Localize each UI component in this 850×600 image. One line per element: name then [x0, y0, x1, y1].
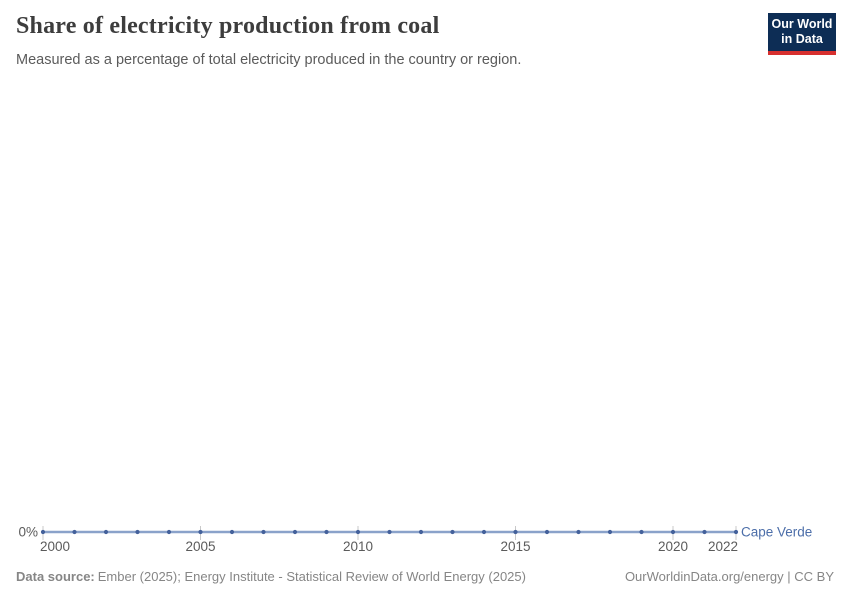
- data-source-text: Ember (2025); Energy Institute - Statist…: [97, 569, 526, 584]
- data-point: [72, 529, 77, 535]
- data-point: [733, 529, 739, 535]
- data-point: [103, 529, 109, 535]
- data-source: Data source: Ember (2025); Energy Institu…: [16, 569, 526, 585]
- x-tick-label: 2000: [40, 539, 70, 554]
- x-tick-label: 2010: [343, 539, 373, 554]
- data-point: [40, 529, 46, 535]
- data-point: [670, 529, 676, 535]
- data-point: [355, 529, 361, 535]
- data-point: [166, 529, 172, 535]
- x-tick-label: 2020: [658, 539, 688, 554]
- data-point: [702, 529, 707, 535]
- data-point: [135, 529, 140, 535]
- x-tick-label: 2022: [708, 539, 738, 554]
- page-title: Share of electricity production from coa…: [16, 13, 440, 39]
- data-point: [324, 529, 329, 535]
- data-point: [229, 529, 235, 535]
- data-point: [513, 529, 518, 535]
- owid-logo-line2: in Data: [781, 32, 823, 46]
- data-point: [576, 529, 581, 535]
- data-point: [198, 529, 203, 535]
- chart-subtitle: Measured as a percentage of total electr…: [16, 52, 522, 68]
- data-point: [418, 529, 424, 535]
- data-point: [387, 529, 392, 535]
- data-point: [544, 529, 550, 535]
- owid-logo-line1: Our World: [771, 17, 833, 31]
- data-point: [450, 529, 455, 535]
- owid-logo-text: Our World in Data: [768, 13, 836, 51]
- owid-logo: Our World in Data: [768, 13, 836, 55]
- data-point: [607, 529, 613, 535]
- data-point: [639, 529, 644, 535]
- series-label-cape-verde[interactable]: Cape Verde: [741, 525, 812, 540]
- footer-link[interactable]: OurWorldinData.org/energy | CC BY: [624, 569, 834, 584]
- data-source-label: Data source:: [16, 569, 95, 584]
- y-axis-label: 0%: [18, 525, 38, 540]
- data-point: [261, 529, 266, 535]
- owid-logo-red-bar: [768, 51, 836, 55]
- data-point: [481, 529, 487, 535]
- data-point: [292, 529, 298, 535]
- x-tick-label: 2015: [500, 539, 530, 554]
- x-tick-label: 2005: [185, 539, 215, 554]
